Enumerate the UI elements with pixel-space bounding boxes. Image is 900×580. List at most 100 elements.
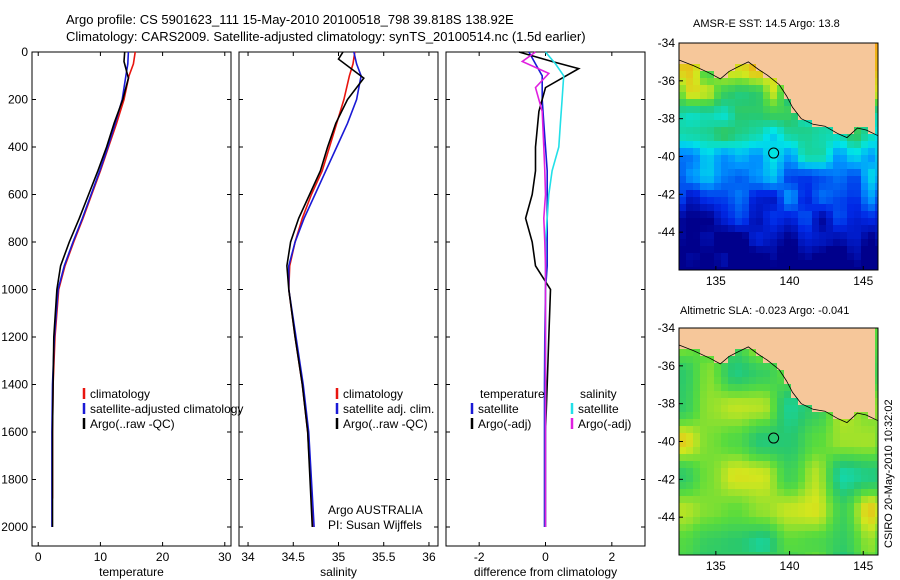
map-cell — [812, 176, 819, 183]
map-cell — [812, 391, 819, 398]
map-cell — [679, 475, 686, 482]
map-cell — [770, 398, 777, 405]
map-cell — [847, 197, 854, 204]
map-cell — [875, 398, 878, 405]
map-cell — [742, 99, 749, 106]
map-cell — [735, 99, 742, 106]
map-cell — [756, 503, 763, 510]
map-cell — [700, 127, 707, 134]
map-cell — [868, 545, 875, 552]
map-cell — [686, 183, 693, 190]
map-cell — [714, 398, 721, 405]
map-cell — [868, 148, 875, 155]
map-cell — [784, 412, 791, 419]
map-cell — [875, 503, 878, 510]
map-cell — [742, 377, 749, 384]
map-cell — [770, 204, 777, 211]
map-cell — [686, 517, 693, 524]
map-cell — [693, 503, 700, 510]
map-cell — [805, 538, 812, 545]
sla-map-title: Altimetric SLA: -0.023 Argo: -0.041 — [680, 305, 850, 317]
map-cell — [679, 211, 686, 218]
map-cell — [742, 363, 749, 370]
map-cell — [854, 482, 861, 489]
map-cell — [770, 246, 777, 253]
map-cell — [693, 267, 700, 270]
map-cell — [756, 454, 763, 461]
map-cell — [679, 545, 686, 552]
map-cell — [728, 57, 735, 64]
map-cell — [840, 370, 847, 377]
map-cell — [749, 412, 756, 419]
map-cell — [686, 545, 693, 552]
map-cell — [707, 398, 714, 405]
map-cell — [756, 78, 763, 85]
map-cell — [847, 92, 854, 99]
map-cell — [700, 141, 707, 148]
map-cell — [791, 412, 798, 419]
map-cell — [826, 405, 833, 412]
map-cell — [679, 253, 686, 260]
map-cell — [826, 384, 833, 391]
map-cell — [679, 447, 686, 454]
map-cell — [812, 78, 819, 85]
map-cell — [749, 232, 756, 239]
map-cell — [861, 267, 868, 270]
map-cell — [861, 328, 868, 335]
map-cell — [784, 384, 791, 391]
map-cell — [833, 349, 840, 356]
map-cell — [861, 524, 868, 531]
map-cell — [847, 78, 854, 85]
map-cell — [812, 356, 819, 363]
map-cell — [714, 356, 721, 363]
map-cell — [798, 127, 805, 134]
map-cell — [791, 405, 798, 412]
map-cell — [679, 113, 686, 120]
map-cell — [686, 260, 693, 267]
map-cell — [756, 71, 763, 78]
map-cell — [868, 120, 875, 127]
map-cell — [791, 440, 798, 447]
map-cell — [693, 246, 700, 253]
map-cell — [679, 71, 686, 78]
map-cell — [798, 454, 805, 461]
x-tick-label: 34.5 — [282, 550, 306, 564]
map-cell — [728, 267, 735, 270]
map-cell — [798, 545, 805, 552]
map-cell — [868, 447, 875, 454]
map-cell — [721, 169, 728, 176]
map-cell — [854, 503, 861, 510]
map-cell — [875, 113, 878, 120]
map-cell — [868, 218, 875, 225]
map-cell — [812, 447, 819, 454]
map-cell — [819, 183, 826, 190]
map-cell — [812, 398, 819, 405]
map-cell — [861, 246, 868, 253]
map-cell — [700, 78, 707, 85]
map-cell — [826, 377, 833, 384]
map-cell — [756, 85, 763, 92]
map-cell — [777, 440, 784, 447]
map-cell — [812, 405, 819, 412]
map-cell — [735, 517, 742, 524]
map-cell — [798, 475, 805, 482]
map-cell — [868, 517, 875, 524]
map-cell — [728, 99, 735, 106]
map-cell — [812, 71, 819, 78]
map-cell — [707, 162, 714, 169]
map-cell — [770, 503, 777, 510]
map-cell — [679, 461, 686, 468]
map-cell — [833, 328, 840, 335]
map-cell — [721, 461, 728, 468]
map-cell — [791, 239, 798, 246]
map-cell — [868, 267, 875, 270]
map-cell — [756, 391, 763, 398]
map-cell — [679, 85, 686, 92]
map-cell — [707, 426, 714, 433]
map-cell — [784, 162, 791, 169]
map-cell — [777, 524, 784, 531]
map-cell — [735, 176, 742, 183]
map-cell — [700, 71, 707, 78]
map-cell — [693, 482, 700, 489]
map-cell — [721, 64, 728, 71]
